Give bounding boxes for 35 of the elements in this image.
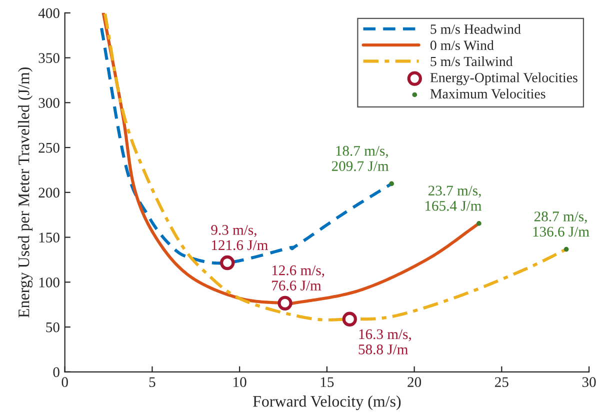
- legend-label: 5 m/s Tailwind: [430, 56, 513, 66]
- x-axis-title: Forward Velocity (m/s): [253, 396, 401, 410]
- annotation: 23.7 m/s, 165.4 J/m: [425, 186, 482, 211]
- legend-label: 5 m/s Headwind: [430, 24, 521, 34]
- y-tick-label: 300: [38, 98, 60, 108]
- annotation: 18.7 m/s, 209.7 J/m: [332, 146, 389, 172]
- y-tick-label: 200: [38, 188, 60, 198]
- y-tick-label: 400: [38, 8, 60, 18]
- annotation: 28.7 m/s, 136.6 J/m: [533, 212, 590, 237]
- point: [476, 221, 482, 226]
- point: [278, 296, 292, 310]
- x-tick-label: 30: [582, 377, 596, 388]
- y-tick-label: 150: [39, 232, 60, 242]
- point: [564, 246, 569, 252]
- x-tick-label: 25: [495, 377, 508, 388]
- y-axis-title: Energy Used per Meter Travelled (J/m): [18, 67, 33, 318]
- y-tick-label: 100: [39, 278, 60, 288]
- x-tick-label: 0: [62, 377, 68, 388]
- point: [220, 255, 235, 270]
- y-tick-label: 0: [53, 367, 60, 378]
- legend-label: 0 m/s Wind: [430, 40, 494, 50]
- x-tick-label: 10: [234, 377, 246, 388]
- legend-label: Energy-Optimal Velocities: [430, 72, 578, 86]
- y-tick-label: 250: [38, 142, 60, 153]
- x-tick-label: 15: [320, 377, 334, 388]
- point: [342, 312, 357, 326]
- point: [389, 181, 394, 186]
- x-tick-label: 20: [408, 377, 422, 388]
- legend-label: Maximum Velocities: [430, 88, 546, 99]
- annotation: 16.3 m/s, 58.8 J/m: [358, 329, 411, 354]
- y-tick-label: 50: [46, 322, 60, 332]
- y-tick-label: 350: [38, 53, 60, 63]
- x-tick-label: 5: [149, 377, 156, 388]
- annotation: 12.6 m/s, 76.6 J/m: [272, 265, 324, 291]
- annotation: 9.3 m/s, 121.6 J/m: [211, 225, 268, 250]
